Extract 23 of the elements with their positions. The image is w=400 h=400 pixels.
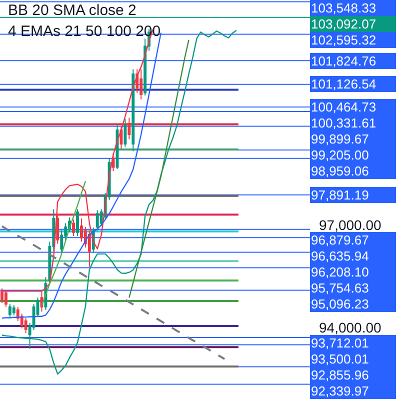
ref-line-label: 96,635.94 [311, 248, 369, 264]
ref-line-label: 96,208.10 [311, 264, 369, 280]
ref-line-label: 96,879.67 [311, 232, 369, 248]
ref-line-label: 92,855.96 [311, 368, 369, 382]
ref-line-label: 100,464.73 [311, 100, 376, 114]
ref-line-label: 97,891.19 [311, 188, 369, 202]
ref-line-label: 92,339.97 [311, 384, 369, 398]
ref-line-label: 102,595.32 [311, 32, 376, 48]
y-tick-label: 94,000.00 [319, 320, 382, 336]
ref-line-label: 103,548.33 [311, 0, 376, 16]
ref-line-label: 98,959.06 [311, 164, 369, 178]
ref-line-label: 99,899.67 [311, 132, 369, 146]
y-tick-label: 97,000.00 [319, 217, 382, 234]
ref-line-label: 93,712.01 [311, 336, 369, 350]
ref-line-label: 95,754.63 [311, 280, 369, 296]
ref-line-label: 99,205.00 [311, 148, 369, 162]
ref-line-label: 103,092.07 [311, 16, 376, 32]
annotation: BB 20 SMA close 2 [8, 2, 136, 19]
ref-line-label: 101,126.54 [311, 76, 376, 92]
ref-line-label: 100,331.61 [311, 116, 376, 130]
ref-line-label: 93,500.01 [311, 352, 369, 366]
ref-line-label: 101,824.76 [311, 54, 376, 68]
ref-line-label: 95,096.23 [311, 296, 369, 312]
